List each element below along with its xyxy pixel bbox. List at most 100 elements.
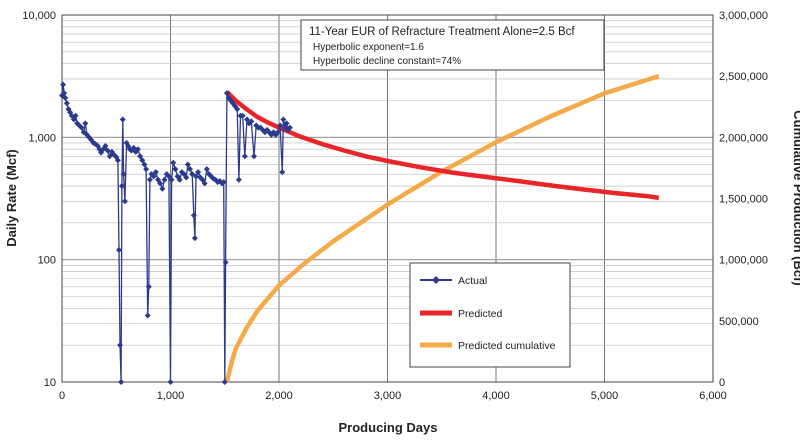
legend-label-cumulative: Predicted cumulative	[458, 340, 556, 352]
data-point-actual	[280, 116, 287, 123]
x-tick-label: 1,000	[157, 390, 185, 402]
data-point-actual	[146, 176, 153, 183]
data-point-actual	[60, 81, 67, 88]
data-point-actual	[141, 161, 148, 168]
data-point-actual	[279, 169, 286, 176]
data-point-actual	[114, 157, 121, 164]
legend-label-predicted: Predicted	[458, 308, 503, 320]
data-point-actual	[248, 118, 255, 125]
legend: Actual Predicted Predicted cumulative	[409, 262, 571, 368]
data-point-actual	[78, 124, 85, 131]
data-point-actual	[234, 106, 241, 113]
annotation-box: 11-Year EUR of Refracture Treatment Alon…	[300, 19, 605, 71]
data-point-actual	[121, 198, 128, 205]
x-tick-label: 2,000	[265, 390, 293, 402]
data-point-actual	[157, 180, 164, 187]
data-point-actual	[161, 176, 168, 183]
data-point-actual	[170, 159, 177, 166]
annotation-line-2: Hyperbolic decline constant=74%	[313, 56, 461, 67]
data-point-actual	[144, 312, 151, 319]
data-point-actual	[61, 90, 68, 97]
y-tick-label: 10	[44, 377, 56, 389]
data-point-actual	[118, 379, 125, 385]
data-point-actual	[201, 180, 208, 187]
series-line-predicted	[225, 90, 660, 201]
data-point-actual	[223, 90, 230, 97]
legend-marker-actual	[432, 276, 440, 284]
data-point-actual	[134, 146, 141, 153]
series-line-actual	[61, 83, 291, 383]
data-point-actual	[184, 161, 191, 168]
y2-tick-label: 0	[719, 377, 725, 389]
data-point-actual	[152, 169, 159, 176]
data-point-actual	[62, 94, 69, 101]
data-point-actual	[168, 176, 175, 183]
data-point-actual	[203, 166, 210, 173]
data-point-actual	[195, 169, 202, 176]
data-point-actual	[120, 171, 127, 178]
annotation-line-1: Hyperbolic exponent=1.6	[313, 42, 424, 53]
data-point-actual	[190, 212, 197, 219]
tick-labels: 0 1,000 2,000 3,000 4,000 5,000 6,000 10 100 1,00…	[22, 10, 768, 402]
y2-tick-label: 2,500,000	[719, 71, 768, 83]
plot-area-border	[61, 14, 714, 383]
x-tick-label: 5,000	[591, 390, 619, 402]
data-point-actual	[187, 166, 194, 173]
annotation-frame	[300, 19, 605, 71]
y-tick-label: 10,000	[22, 10, 56, 22]
y2-tick-label: 2,000,000	[719, 132, 768, 144]
data-point-actual	[130, 144, 137, 151]
data-point-actual	[102, 142, 109, 149]
annotation-title: 11-Year EUR of Refracture Treatment Alon…	[309, 26, 575, 38]
y2-tick-label: 3,000,000	[719, 10, 768, 22]
data-point-actual	[145, 283, 152, 290]
data-point-actual	[115, 246, 122, 253]
data-point-actual	[117, 342, 124, 349]
x-tick-label: 3,000	[374, 390, 402, 402]
data-point-actual	[118, 183, 125, 190]
y2-axis-title: Cumulative Production (Bcf)	[791, 110, 800, 286]
x-tick-label: 4,000	[482, 390, 510, 402]
x-axis-title: Producing Days	[339, 420, 438, 435]
data-point-actual	[119, 116, 126, 123]
series-line-predicted-cumulative	[224, 74, 660, 383]
data-point-actual	[286, 124, 293, 131]
data-point-actual	[159, 185, 166, 192]
data-point-actual	[283, 120, 290, 127]
data-point-actual	[139, 157, 146, 164]
data-point-actual	[285, 126, 292, 133]
data-point-actual	[192, 173, 199, 180]
data-point-actual	[137, 153, 144, 160]
data-point-actual	[222, 259, 229, 266]
data-point-actual	[221, 379, 228, 385]
legend-label-actual: Actual	[458, 275, 487, 287]
y2-tick-label: 1,500,000	[719, 194, 768, 206]
x-tick-label: 0	[59, 390, 65, 402]
data-point-actual	[165, 173, 172, 180]
data-point-actual	[239, 112, 246, 119]
x-tick-label: 6,000	[699, 390, 727, 402]
y-tick-label: 1,000	[28, 132, 56, 144]
data-point-actual	[82, 120, 89, 127]
data-point-actual	[167, 379, 174, 385]
data-point-actual	[241, 153, 248, 160]
y-tick-label: 100	[38, 255, 56, 267]
data-point-actual	[183, 174, 190, 181]
data-point-actual	[150, 173, 157, 180]
data-point-actual	[172, 166, 179, 173]
y-axis-title: Daily Rate (Mcf)	[4, 149, 19, 247]
data-point-actual	[63, 100, 70, 107]
data-point-actual	[274, 129, 281, 136]
data-point-actual	[243, 116, 250, 123]
y2-tick-label: 1,000,000	[719, 255, 768, 267]
y2-tick-label: 500,000	[719, 316, 759, 328]
data-point-actual	[191, 235, 198, 242]
data-point-actual	[220, 179, 227, 186]
data-point-actual	[72, 112, 79, 119]
data-point-actual	[235, 176, 242, 183]
data-point-actual	[277, 122, 284, 129]
series-layer	[59, 74, 660, 385]
data-point-actual	[143, 166, 150, 173]
data-point-actual	[251, 153, 258, 160]
